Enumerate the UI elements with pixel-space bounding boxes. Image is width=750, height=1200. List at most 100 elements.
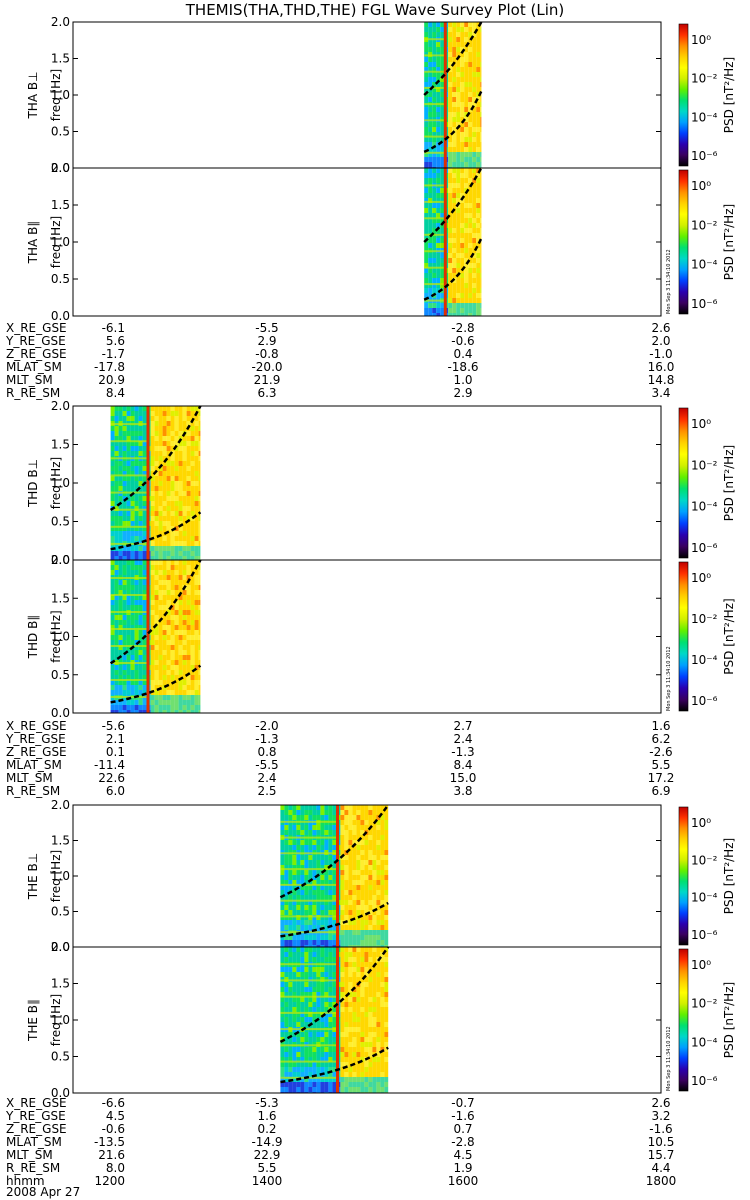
ephemeris-value: 8.4 [105, 386, 125, 400]
gyrofrequency-curve [423, 237, 483, 301]
spectrogram-panel: 0.0 0.5 1.0 1.5 2.0 THD B⊥ freq [Hz] [26, 399, 662, 567]
ephemeris-value: -1.0 [649, 347, 673, 361]
date-label: 2008 Apr 27 [6, 1185, 81, 1199]
harmonic-stripe [110, 457, 149, 460]
ephemeris-value: -18.6 [447, 360, 479, 374]
ephemeris-value: 0.7 [453, 1122, 473, 1136]
ephemeris-label: MLT_SM [6, 771, 53, 785]
y-tick-label: 0.0 [51, 940, 70, 954]
ephemeris-label: MLT_SM [6, 1148, 53, 1162]
ephemeris-label: Y_RE_GSE [6, 732, 66, 746]
ephemeris-value: 1.9 [453, 1161, 473, 1175]
colorbar: 10⁰ 10⁻² 10⁻⁴ 10⁻⁶ PSD [nT²/Hz] [678, 407, 736, 559]
colorbar-label: PSD [nT²/Hz] [722, 982, 736, 1058]
spike-line [443, 22, 447, 168]
colorbar-tick-label: 10⁻⁶ [691, 694, 718, 708]
ephemeris-value: 5.6 [105, 334, 125, 348]
ephemeris-value: 22.6 [98, 771, 125, 785]
y-tick-label: 0.0 [51, 1086, 70, 1100]
y-tick-label: 0.5 [51, 125, 70, 139]
colorbar-label: PSD [nT²/Hz] [722, 204, 736, 280]
ephemeris-value: -0.6 [451, 334, 475, 348]
colorbar-tick-label: 10⁻⁶ [691, 149, 718, 163]
ephemeris-value: 17.2 [647, 771, 675, 785]
gyrofrequency-curve [280, 901, 389, 938]
timestamp-stamp: Mon Sep 3 11:34:10 2012 [666, 249, 672, 314]
ephemeris-value: -2.6 [649, 745, 673, 759]
ephemeris-value: -0.7 [451, 1096, 475, 1110]
harmonic-stripe [424, 38, 446, 41]
ephemeris-value: 2.4 [453, 732, 473, 746]
y-tick-label: 1.0 [51, 88, 70, 102]
harmonic-stripe [424, 299, 446, 302]
colorbar-tick-label: 10⁰ [691, 958, 711, 972]
ephemeris-value: -0.8 [255, 347, 279, 361]
harmonic-stripe [110, 491, 149, 494]
colorbar: 10⁰ 10⁻² 10⁻⁴ 10⁻⁶ PSD [nT²/Hz] [678, 169, 736, 315]
harmonic-stripe [110, 611, 149, 613]
panel-frame [72, 167, 662, 317]
ephemeris-value: 20.9 [98, 373, 125, 387]
ephemeris-value: 2.5 [257, 784, 277, 798]
ephemeris-label: Z_RE_GSE [6, 347, 67, 361]
harmonic-stripe [280, 820, 338, 823]
y-axis-label: freq [Hz] [49, 69, 63, 121]
ephemeris-label: Z_RE_GSE [6, 745, 67, 759]
ephemeris-value: -1.7 [101, 347, 125, 361]
timestamp-stamp: Mon Sep 3 11:34:10 2012 [666, 1026, 672, 1091]
y-tick-label: 0.5 [51, 668, 70, 682]
ephemeris-value: 8.0 [105, 1161, 125, 1175]
y-tick-label: 1.0 [51, 630, 70, 644]
spectrogram-panel: 0.0 0.5 1.0 1.5 2.0 THE B⊥ freq [Hz] [26, 798, 662, 954]
ephemeris-value: 0.1 [105, 745, 125, 759]
colorbar-tick-label: 10⁻² [691, 218, 718, 232]
y-tick-label: 0.0 [51, 309, 70, 323]
ephemeris-value: 2.1 [105, 732, 125, 746]
ephemeris-value: 1.6 [257, 1109, 277, 1123]
harmonic-stripe [280, 1060, 338, 1063]
ephemeris-value: -6.6 [101, 1096, 125, 1110]
ephemeris-value: 15.0 [449, 771, 477, 785]
y-axis-label: freq [Hz] [49, 457, 63, 509]
spectrogram-panel: 0.0 0.5 1.0 1.5 2.0 THA B⊥ freq [Hz] [26, 15, 662, 175]
spike-line [146, 406, 150, 560]
ephemeris-value: 2.0 [651, 334, 671, 348]
ephemeris-value: -14.9 [251, 1135, 283, 1149]
gyrofrequency-curve [109, 405, 202, 511]
panel-frame [72, 21, 662, 169]
colorbar-label: PSD [nT²/Hz] [722, 57, 736, 133]
harmonic-stripe [424, 233, 446, 236]
y-tick-label: 2.0 [51, 798, 70, 812]
ephemeris-label: X_RE_GSE [6, 719, 67, 733]
ephemeris-label: Y_RE_GSE [6, 1109, 66, 1123]
harmonic-stripe [110, 525, 149, 528]
y-tick-label: 0.5 [51, 1050, 70, 1064]
colorbar-tick-label: 10⁻⁴ [691, 1035, 718, 1049]
harmonic-stripe [424, 250, 446, 253]
y-tick-label: 2.0 [51, 15, 70, 29]
harmonic-stripe [424, 200, 446, 203]
ephemeris-value: 0.4 [453, 347, 473, 361]
ephemeris-value: 2.7 [453, 719, 473, 733]
y-tick-label: 1.0 [51, 1013, 70, 1027]
y-axis-label: freq [Hz] [49, 850, 63, 902]
colorbar-gradient [678, 169, 689, 315]
ephemeris-label: X_RE_GSE [6, 1096, 67, 1110]
harmonic-stripe [280, 1044, 338, 1047]
timestamp-stamp: Mon Sep 3 11:34:10 2012 [666, 646, 672, 711]
y-tick-label: 1.0 [51, 869, 70, 883]
colorbar-gradient [678, 23, 689, 167]
y-tick-label: 0.0 [51, 553, 70, 567]
harmonic-stripe [280, 836, 338, 839]
y-tick-label: 2.0 [51, 553, 70, 567]
y-tick-label: 1.5 [51, 438, 70, 452]
y-axis-label: freq [Hz] [49, 216, 63, 268]
ephemeris-value: -13.5 [93, 1135, 125, 1149]
ephemeris-value: 10.5 [647, 1135, 675, 1149]
panel-label: THD B⊥ [26, 459, 40, 508]
y-axis-label: freq [Hz] [49, 994, 63, 1046]
gyrofrequency-curve [423, 90, 483, 154]
ephemeris-value: 3.2 [651, 1109, 671, 1123]
ephemeris-value: 6.2 [651, 732, 671, 746]
